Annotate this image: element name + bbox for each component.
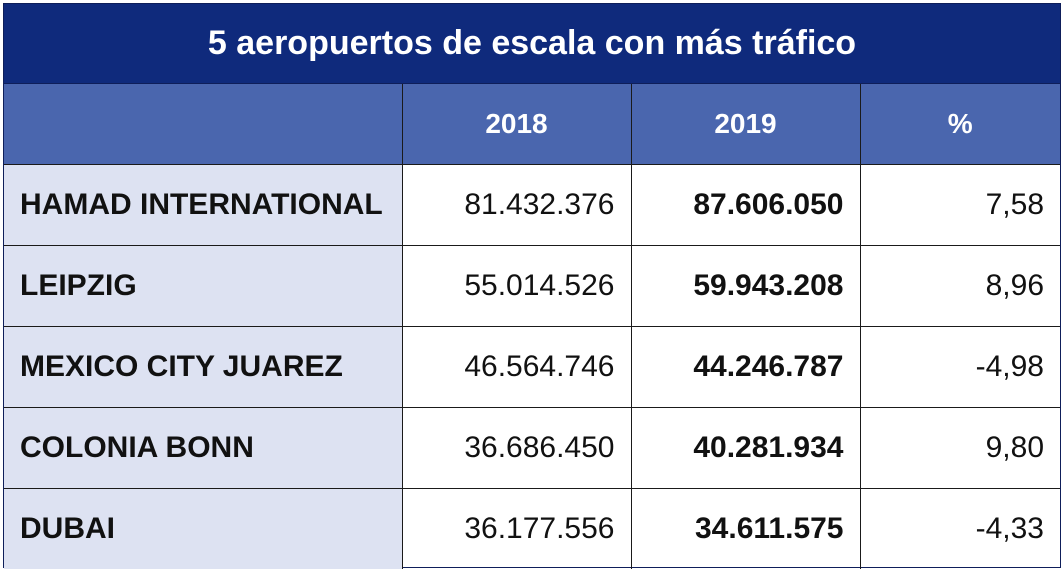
percent-change-cell: -4,33 xyxy=(859,487,1060,569)
table-row: COLONIA BONN 36.686.450 40.281.934 9,80 xyxy=(4,406,1060,489)
airport-name-cell: DUBAI xyxy=(4,487,403,569)
table-row: LEIPZIG 55.014.526 59.943.208 8,96 xyxy=(4,244,1060,327)
value-2018-cell: 36.686.450 xyxy=(401,406,632,489)
table-row: MEXICO CITY JUAREZ 46.564.746 44.246.787… xyxy=(4,325,1060,408)
value-2018-cell: 46.564.746 xyxy=(401,325,632,408)
value-2019-cell: 87.606.050 xyxy=(630,163,861,246)
value-2019-cell: 34.611.575 xyxy=(630,487,861,569)
percent-change-cell: 8,96 xyxy=(859,244,1060,327)
value-2018-cell: 81.432.376 xyxy=(401,163,632,246)
airport-traffic-table-container: 5 aeropuertos de escala con más tráfico … xyxy=(3,3,1061,569)
header-cell-airport xyxy=(4,84,403,165)
percent-change-cell: 7,58 xyxy=(859,163,1060,246)
value-2019-cell: 44.246.787 xyxy=(630,325,861,408)
table-title: 5 aeropuertos de escala con más tráfico xyxy=(4,4,1060,84)
value-2018-cell: 36.177.556 xyxy=(401,487,632,569)
airport-name-cell: COLONIA BONN xyxy=(4,406,403,489)
airport-name-cell: MEXICO CITY JUAREZ xyxy=(4,325,403,408)
table-row: DUBAI 36.177.556 34.611.575 -4,33 xyxy=(4,487,1060,569)
header-row: 2018 2019 % xyxy=(4,84,1060,165)
value-2018-cell: 55.014.526 xyxy=(401,244,632,327)
table-row: HAMAD INTERNATIONAL 81.432.376 87.606.05… xyxy=(4,163,1060,246)
value-2019-cell: 40.281.934 xyxy=(630,406,861,489)
airport-traffic-table: 2018 2019 % HAMAD INTERNATIONAL 81.432.3… xyxy=(4,84,1060,569)
header-cell-2018: 2018 xyxy=(401,84,632,165)
percent-change-cell: 9,80 xyxy=(859,406,1060,489)
percent-change-cell: -4,98 xyxy=(859,325,1060,408)
airport-name-cell: LEIPZIG xyxy=(4,244,403,327)
header-cell-2019: 2019 xyxy=(630,84,861,165)
airport-name-cell: HAMAD INTERNATIONAL xyxy=(4,163,403,246)
header-cell-percent: % xyxy=(859,84,1060,165)
value-2019-cell: 59.943.208 xyxy=(630,244,861,327)
